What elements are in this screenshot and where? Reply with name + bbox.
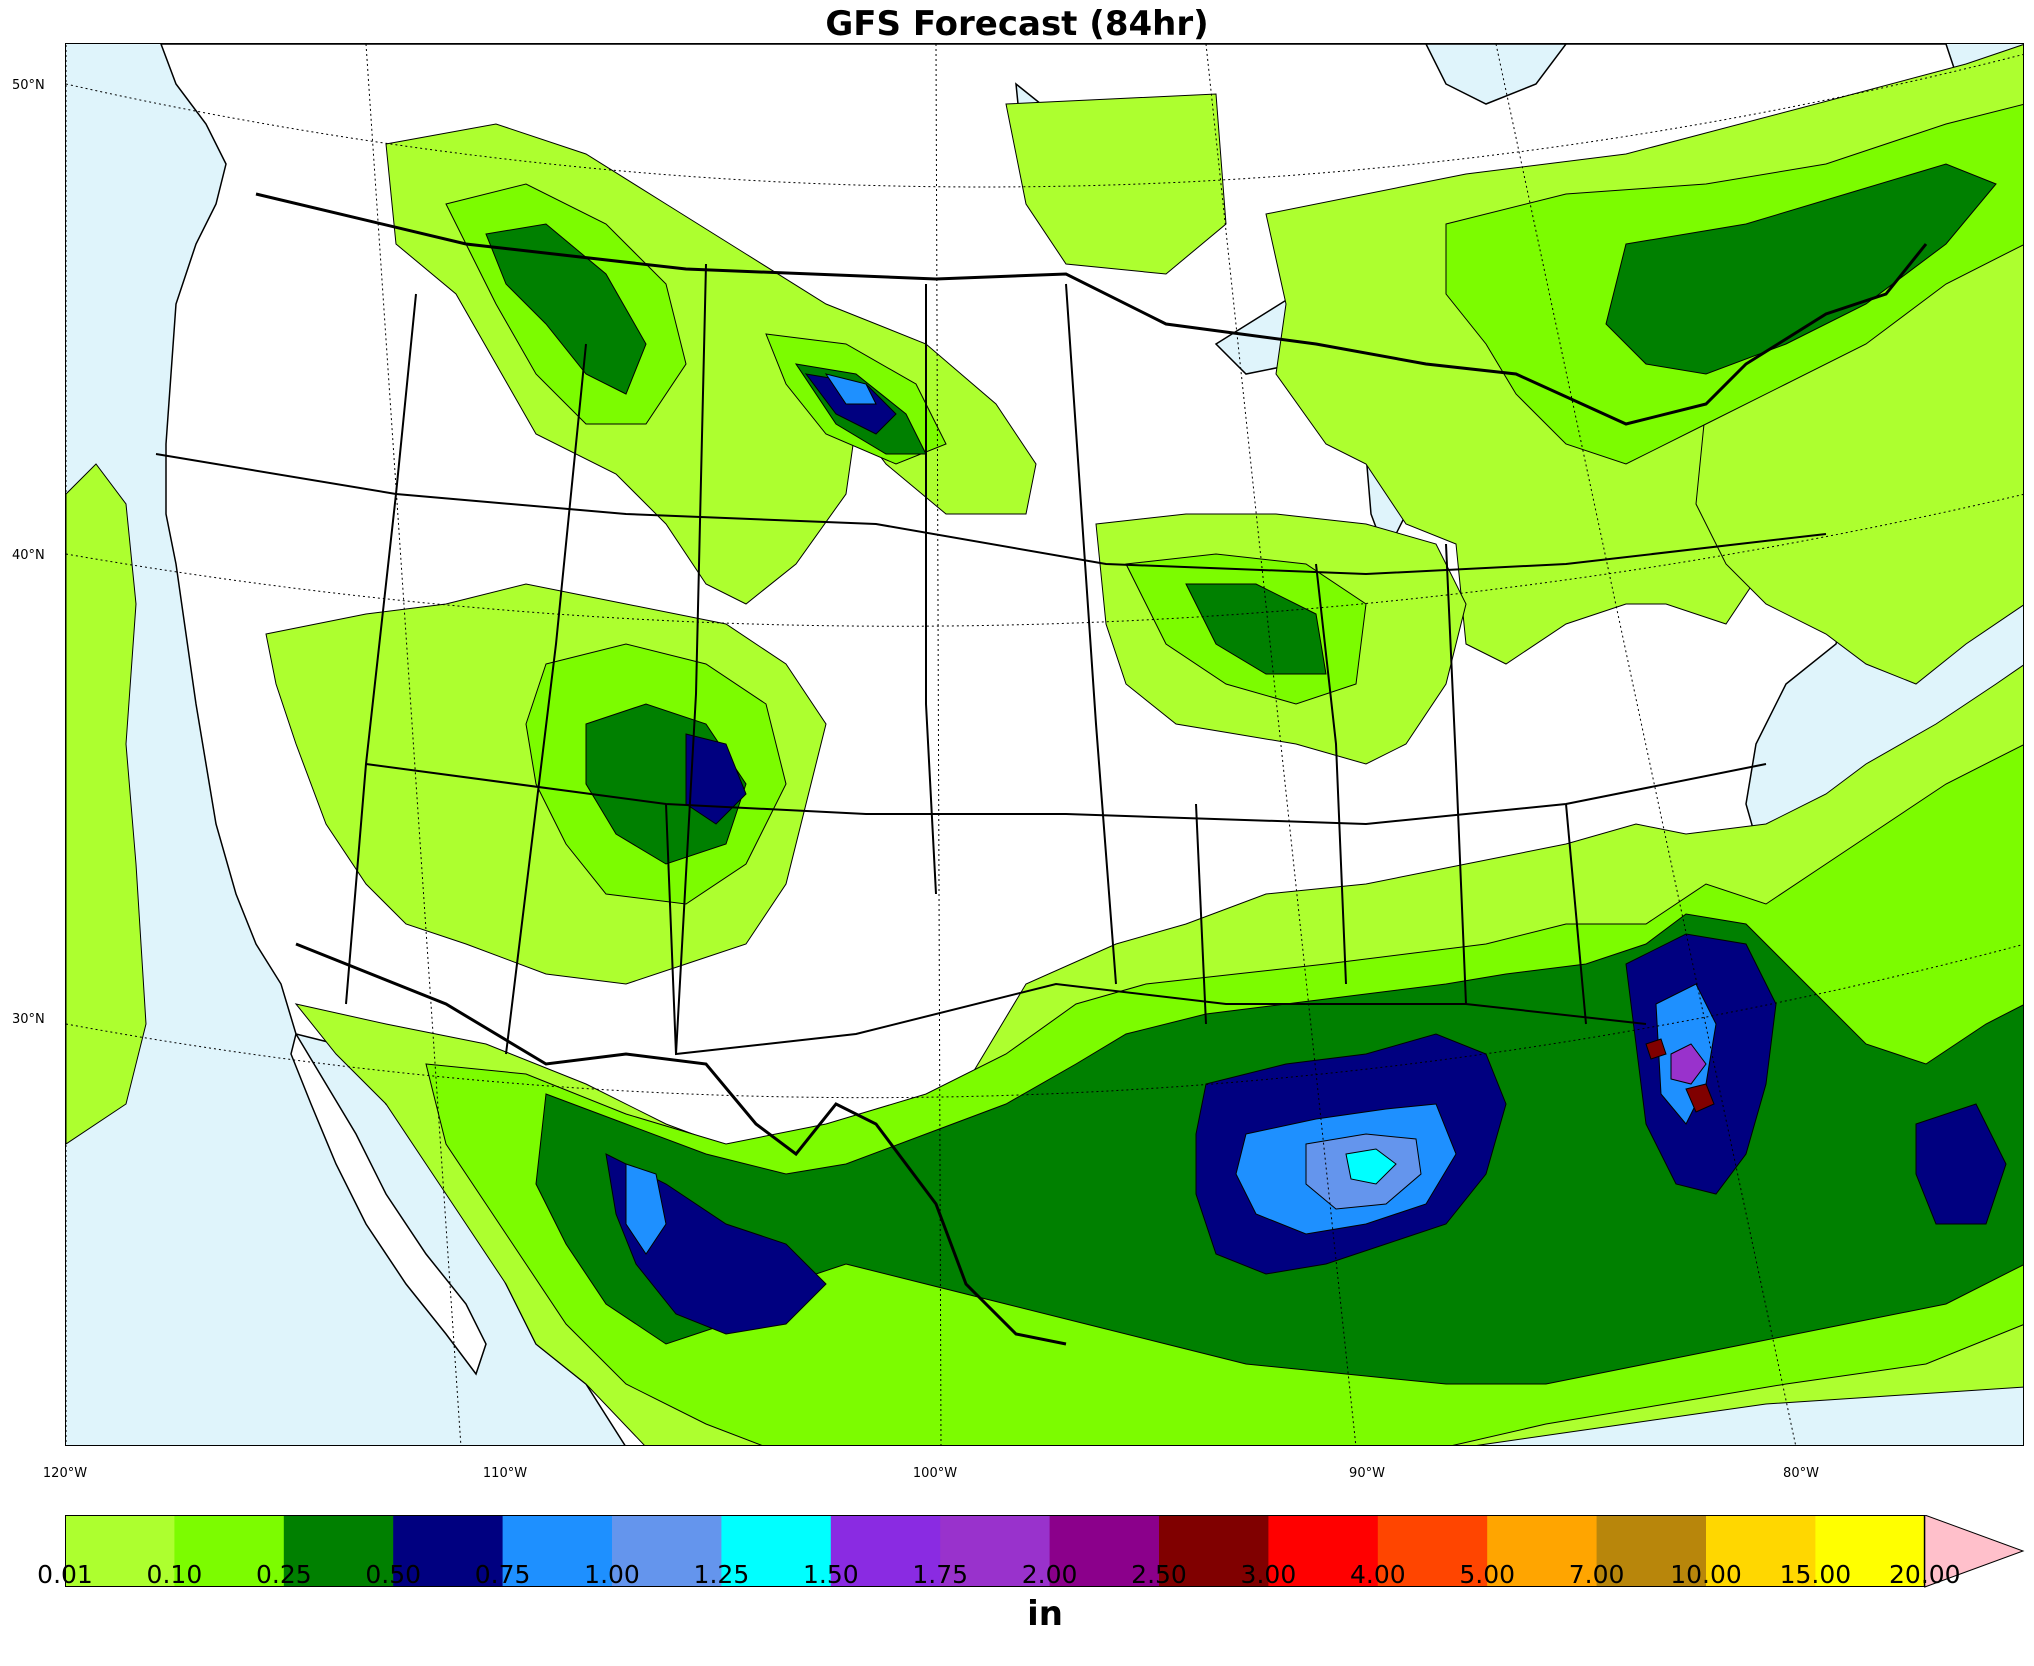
lon-label-120W: 120°W — [42, 1466, 88, 1481]
precip-contour — [1185, 583, 1327, 675]
state-line — [1445, 543, 1467, 1005]
colorbar-segment — [283, 1515, 394, 1587]
precip-contour — [1345, 1148, 1397, 1185]
colorbar-tick-label: 15.00 — [1779, 1560, 1852, 1589]
colorbar-tick-label: 1.00 — [584, 1560, 640, 1589]
boundary-lines — [155, 192, 1928, 1346]
state-line — [1315, 563, 1347, 985]
colorbar-segment — [1377, 1515, 1488, 1587]
colorbar-segment — [502, 1515, 613, 1587]
state-line — [925, 284, 937, 895]
precip-contour — [1005, 93, 1227, 275]
colorbar-tick-label: 5.00 — [1459, 1560, 1516, 1589]
colorbar-tick-label: 2.50 — [1131, 1560, 1187, 1589]
colorbar-segment — [830, 1515, 941, 1587]
colorbar-segment — [1268, 1515, 1379, 1587]
meridian-110W — [365, 44, 462, 1445]
meridian-100W — [935, 44, 942, 1445]
colorbar-segment — [65, 1515, 175, 1587]
colorbar-tick-label: 0.50 — [365, 1560, 422, 1589]
lon-label-80W: 80°W — [1783, 1466, 1819, 1481]
colorbar-tick-label: 1.50 — [802, 1560, 859, 1589]
colorbar-segment — [1159, 1515, 1269, 1587]
precipitation-contours — [66, 44, 2023, 1445]
baja-peninsula — [290, 1032, 487, 1376]
graticule — [66, 44, 2023, 1445]
precip-contour — [485, 223, 647, 395]
precipitation-map — [66, 44, 2023, 1445]
colorbar-segment — [1706, 1515, 1816, 1587]
state-line — [665, 803, 1647, 1056]
colorbar-tick-label: 20.00 — [1889, 1560, 1961, 1589]
parallel-30N — [66, 944, 2023, 1099]
lon-label-90W: 90°W — [1349, 1466, 1385, 1481]
state-line — [1565, 803, 1587, 1025]
lat-label-40N: 40°N — [12, 548, 45, 563]
colorbar-segment — [721, 1515, 832, 1587]
colorbar-segment — [1815, 1515, 1926, 1587]
precip-contour — [1645, 1038, 1667, 1060]
colorbar-segment — [612, 1515, 722, 1587]
parallel-40N — [66, 493, 2023, 627]
precip-contour — [1670, 1043, 1707, 1085]
state-line — [1065, 283, 1117, 985]
precip-contour — [66, 463, 147, 1145]
lat-label-30N: 30°N — [12, 1012, 45, 1027]
state-line — [675, 263, 707, 1055]
state-line — [1195, 803, 1207, 1025]
colorbar-segment — [940, 1515, 1051, 1587]
colorbar-segment — [393, 1515, 504, 1587]
map-title: GFS Forecast (84hr) — [825, 4, 1209, 44]
precip-contour — [1685, 1083, 1715, 1113]
colorbar-tick-label: 7.00 — [1568, 1560, 1625, 1589]
colorbar-tick-label: 10.00 — [1670, 1560, 1742, 1589]
us-canada-border — [255, 192, 1928, 426]
colorbar-units-label: in — [1027, 1594, 1063, 1634]
colorbar-tick-label: 4.00 — [1349, 1560, 1406, 1589]
map-panel — [65, 43, 2024, 1446]
colorbar-segment — [1596, 1515, 1707, 1587]
colorbar-segment — [1049, 1515, 1160, 1587]
lon-label-100W: 100°W — [912, 1466, 958, 1481]
precip-colorbar — [65, 1515, 2025, 1588]
colorbar-tick-label: 1.75 — [912, 1560, 969, 1589]
state-line — [155, 453, 1827, 576]
colorbar-tick-label: 0.01 — [37, 1560, 93, 1589]
meridian-80W — [1495, 44, 1797, 1445]
meridian-90W — [1205, 44, 1357, 1445]
us-mexico-border — [295, 942, 1067, 1346]
state-line — [345, 293, 417, 1005]
precip-contour — [1605, 163, 1997, 375]
colorbar-segment — [174, 1515, 285, 1587]
colorbar-tick-label: 0.75 — [474, 1560, 531, 1589]
colorbar-tick-label: 0.25 — [255, 1560, 312, 1589]
precip-contour — [625, 1163, 667, 1255]
state-line — [505, 343, 587, 1055]
lat-label-50N: 50°N — [12, 78, 45, 93]
hudson-bay-edge — [1425, 44, 1567, 105]
colorbar-tick-label: 0.10 — [146, 1560, 203, 1589]
colorbar-outline — [65, 1515, 1925, 1587]
colorbar-segment — [1487, 1515, 1598, 1587]
precip-contour — [685, 733, 747, 825]
colorbar-tick-label: 1.25 — [693, 1560, 750, 1589]
precip-contour — [1915, 1103, 2007, 1225]
lon-label-110W: 110°W — [482, 1466, 528, 1481]
precip-contour — [824, 373, 877, 405]
colorbar-tick-label: 3.00 — [1240, 1560, 1297, 1589]
colorbar-tick-label: 2.00 — [1021, 1560, 1078, 1589]
